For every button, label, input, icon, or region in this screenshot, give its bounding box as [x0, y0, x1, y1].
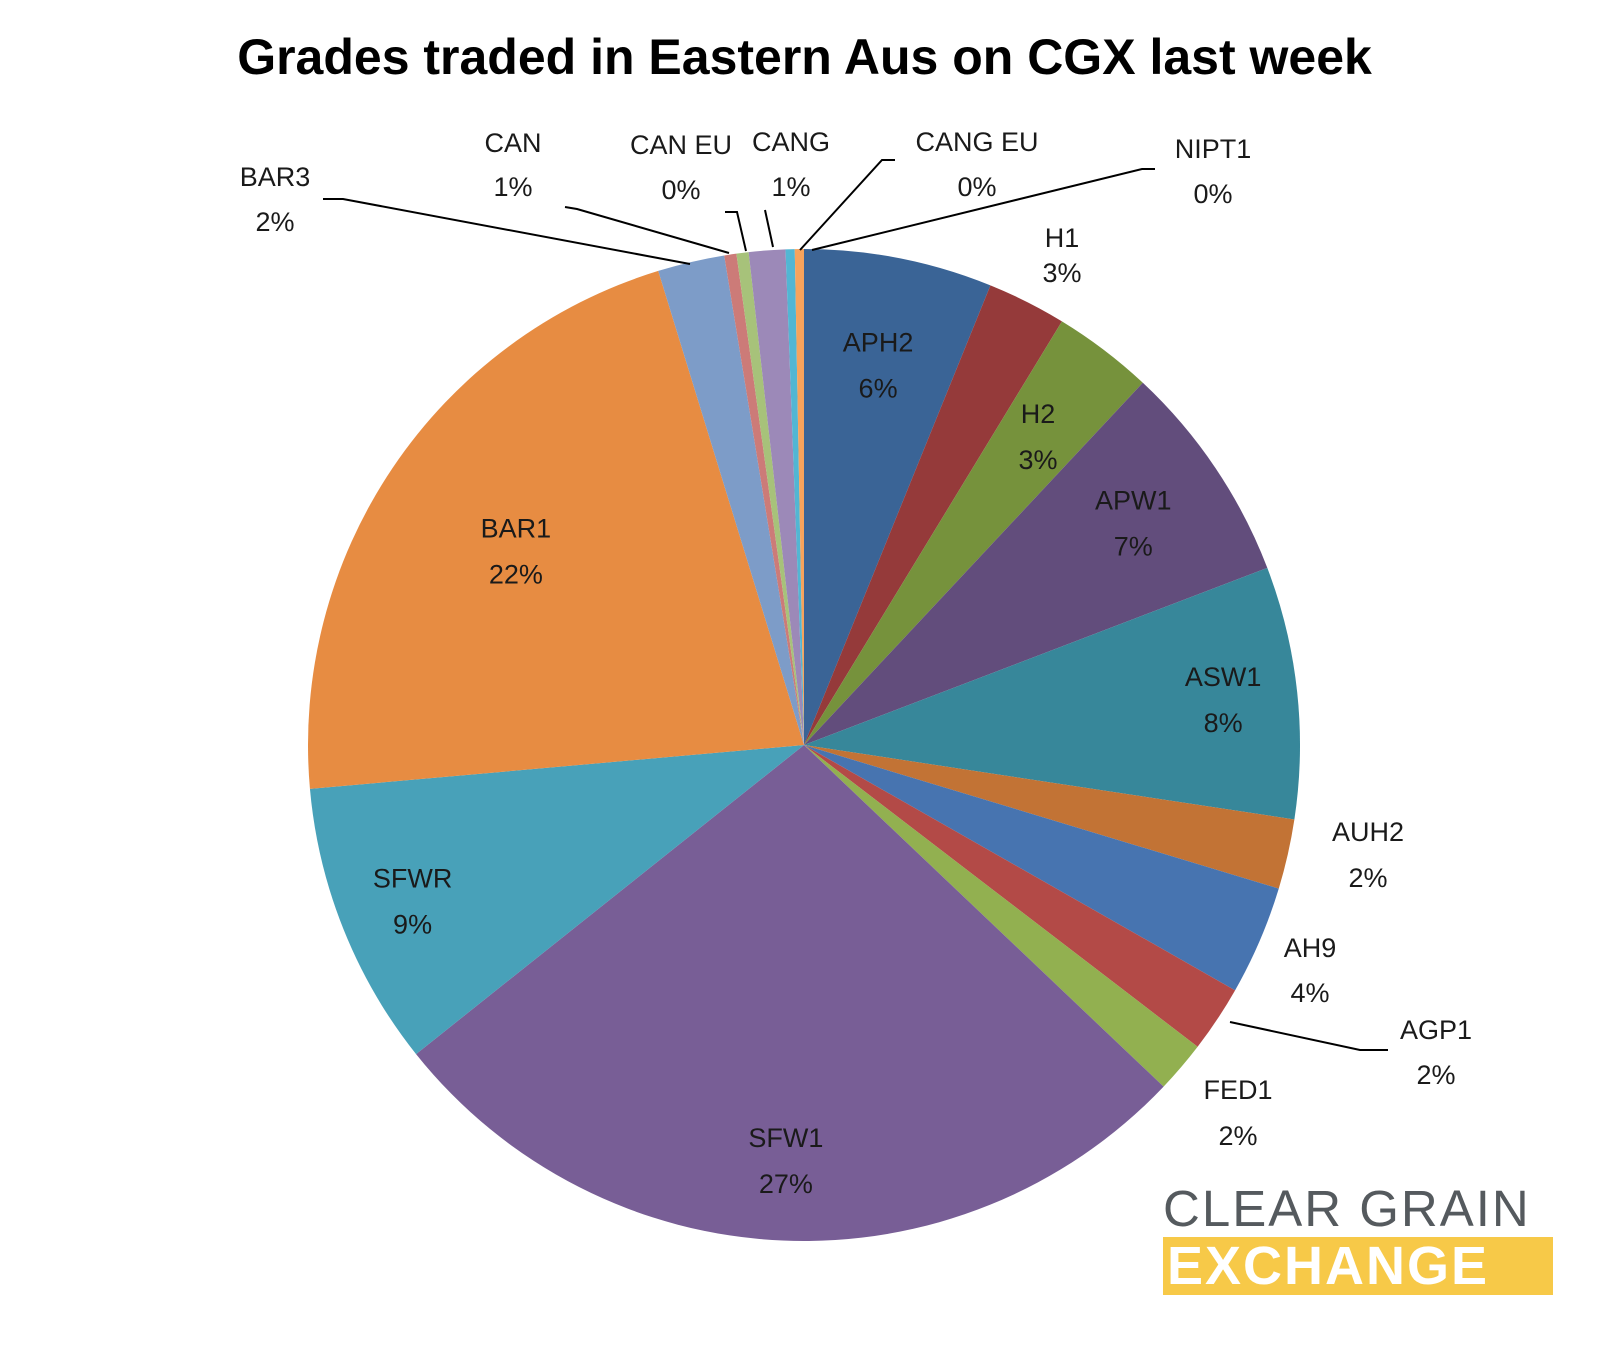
slice-label-cang: CANG	[752, 127, 830, 157]
slice-pct-auh2: 2%	[1348, 863, 1387, 893]
slice-pct-bar3: 2%	[255, 207, 294, 237]
slice-label-h1: H1	[1045, 223, 1080, 253]
slice-pct-ah9: 4%	[1290, 978, 1329, 1008]
slice-pct-apw1: 7%	[1114, 532, 1153, 562]
pie-slice-nipt1	[794, 249, 804, 745]
slice-label-ah9: AH9	[1284, 933, 1337, 963]
slice-pct-h1: 3%	[1042, 258, 1081, 288]
pie-slice-fed1	[804, 745, 1198, 1087]
pie-slice-cang	[748, 249, 804, 746]
slice-pct-h2: 3%	[1018, 445, 1057, 475]
slice-pct-aph2: 6%	[859, 373, 898, 403]
pie-slice-can	[724, 253, 804, 745]
slice-label-cang-eu: CANG EU	[915, 127, 1038, 157]
slice-label-aph2: APH2	[843, 327, 914, 357]
pie-slice-bar1	[308, 270, 804, 789]
logo-line1: CLEAR GRAIN	[1163, 1180, 1531, 1237]
logo-line2: EXCHANGE	[1163, 1237, 1553, 1295]
slice-label-sfwr: SFWR	[373, 864, 452, 894]
clear-grain-exchange-logo: CLEAR GRAIN EXCHANGE	[1163, 1183, 1553, 1295]
slice-label-agp1: AGP1	[1400, 1015, 1472, 1045]
pie-slice-h1	[804, 285, 1062, 745]
leader-line-can-eu	[725, 211, 747, 252]
slice-pct-can-eu: 0%	[661, 175, 700, 205]
pie-slice-apw1	[804, 382, 1268, 745]
leader-line-cang	[764, 209, 774, 248]
slice-label-can: CAN	[484, 128, 541, 158]
pie-slice-aph2	[804, 249, 991, 745]
slice-label-sfw1: SFW1	[748, 1123, 823, 1153]
slice-label-h2: H2	[1021, 399, 1056, 429]
slice-pct-agp1: 2%	[1416, 1060, 1455, 1090]
slice-label-bar3: BAR3	[240, 162, 311, 192]
slice-labels: APH2 6% H1 3% H2 3% APW1 7% ASW1 8% AUH2 2% AH9 4% AGP…	[240, 127, 1472, 1199]
slice-pct-can: 1%	[493, 172, 532, 202]
pie-slice-agp1	[804, 745, 1236, 1047]
slice-pct-bar1: 22%	[489, 559, 543, 589]
slice-pct-sfw1: 27%	[759, 1169, 813, 1199]
slice-label-apw1: APW1	[1095, 486, 1172, 516]
leader-line-cang-eu	[799, 159, 895, 251]
slice-pct-nipt1: 0%	[1193, 179, 1232, 209]
leader-line-agp1	[1229, 1021, 1388, 1051]
leader-line-nipt1	[811, 168, 1155, 251]
slice-pct-asw1: 8%	[1204, 708, 1243, 738]
slice-pct-sfwr: 9%	[393, 910, 432, 940]
pie-slice-auh2	[804, 745, 1295, 889]
slice-label-nipt1: NIPT1	[1175, 134, 1252, 164]
chart-title: Grades traded in Eastern Aus on CGX last…	[237, 29, 1372, 85]
slice-label-can-eu: CAN EU	[630, 130, 732, 160]
leader-line-can	[564, 206, 730, 254]
leader-lines	[323, 159, 1388, 1051]
slice-label-asw1: ASW1	[1185, 662, 1262, 692]
slice-pct-fed1: 2%	[1218, 1121, 1257, 1151]
pie-slice-ah9	[804, 745, 1279, 991]
pie-slice-sfw1	[416, 745, 1164, 1241]
slice-label-fed1: FED1	[1203, 1075, 1272, 1105]
pie-slice-can-eu	[736, 252, 804, 745]
pie-slice-cang-eu	[785, 249, 804, 745]
pie-slice-bar3	[658, 255, 804, 745]
slice-pct-cang: 1%	[771, 172, 810, 202]
pie-slices	[308, 249, 1300, 1241]
pie-slice-sfwr	[309, 745, 804, 1055]
slice-pct-cang-eu: 0%	[957, 172, 996, 202]
leader-line-bar3	[323, 198, 691, 265]
pie-slice-h2	[804, 321, 1143, 745]
slice-label-bar1: BAR1	[481, 513, 552, 543]
slice-label-auh2: AUH2	[1332, 817, 1404, 847]
pie-slice-asw1	[804, 567, 1300, 820]
